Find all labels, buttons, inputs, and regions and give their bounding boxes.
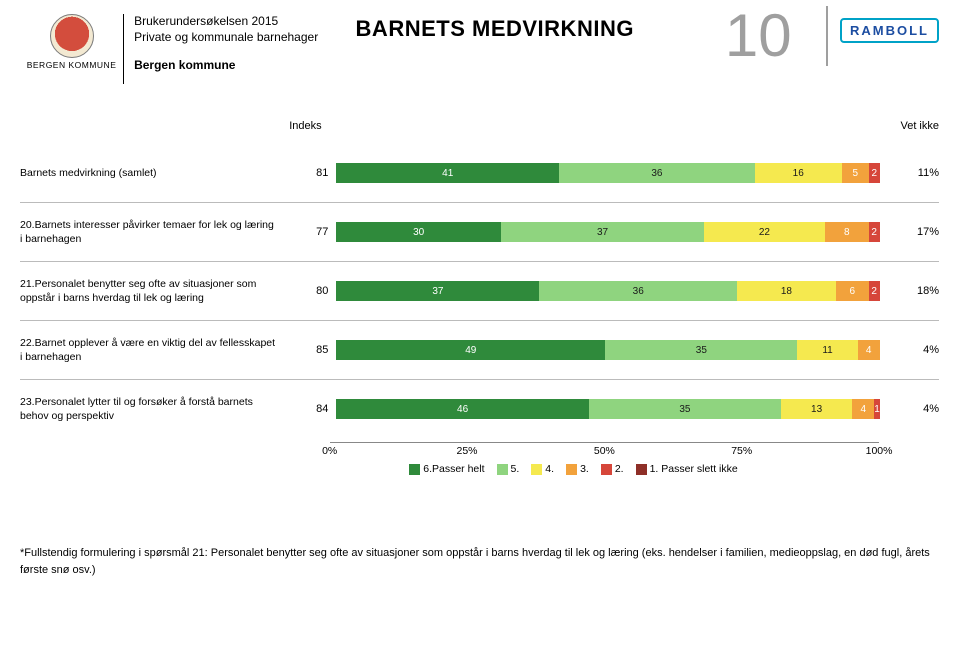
bar-segment: 46 [336,399,588,419]
row-index: 81 [289,167,337,179]
chart-row: 20.Barnets interesser påvirker temaer fo… [20,202,939,261]
x-axis: 0% 25% 50% 75% 100% [20,442,939,459]
bar-segment: 13 [781,399,852,419]
column-headers: Indeks Vet ikke [20,116,939,132]
row-label: 22.Barnet opplever å være en viktig del … [20,336,289,364]
stacked-bar-chart: Indeks Vet ikke Barnets medvirkning (sam… [20,116,939,475]
survey-subtitle: Private og kommunale barnehager [134,30,355,44]
chart-row: 22.Barnet opplever å være en viktig del … [20,320,939,379]
row-bar: 37361862 [336,281,879,301]
legend-swatch-icon [601,464,612,475]
ramboll-logo: RAMBOLL [840,18,939,43]
municipality: Bergen kommune [134,58,355,72]
row-vet-ikke: 11% [880,167,939,179]
bar-segment: 8 [825,222,869,242]
legend-item: 6.Passer helt [409,463,484,475]
chart-row: 23.Personalet lytter til og forsøker å f… [20,379,939,438]
row-label: Barnets medvirkning (samlet) [20,166,289,180]
page-header: BERGEN KOMMUNE Brukerundersøkelsen 2015 … [20,14,939,88]
bar-segment: 22 [704,222,825,242]
legend-item: 2. [601,463,624,475]
bar-segment: 18 [737,281,836,301]
survey-meta: Brukerundersøkelsen 2015 Private og komm… [123,14,355,84]
bar-segment: 16 [755,163,842,183]
legend-row: 6.Passer helt 5. 4. 3. 2. 1. Passer slett ikk… [20,463,939,475]
legend-item: 1. Passer slett ikke [636,463,738,475]
legend-swatch-icon [531,464,542,475]
chart-row: Barnets medvirkning (samlet)814136165211… [20,144,939,202]
axis-tick: 100% [866,445,893,457]
row-index: 77 [289,226,337,238]
legend-item: 3. [566,463,589,475]
row-bar: 30372282 [336,222,879,242]
legend-item: 4. [531,463,554,475]
row-label: 23.Personalet lytter til og forsøker å f… [20,395,289,423]
legend-swatch-icon [636,464,647,475]
bar-segment: 30 [336,222,501,242]
legend-label: 5. [511,463,520,475]
row-bar: 4935114 [336,340,879,360]
page-title: BARNETS MEDVIRKNING [356,14,671,42]
legend: 6.Passer helt 5. 4. 3. 2. 1. Passer slett ikk… [289,463,887,475]
axis-tick: 75% [731,445,752,457]
chart-rows: Barnets medvirkning (samlet)814136165211… [20,144,939,438]
bar-segment: 41 [336,163,559,183]
row-vet-ikke: 18% [880,285,939,297]
axis-tick: 50% [594,445,615,457]
bar-segment: 2 [869,163,880,183]
bar-segment: 1 [874,399,879,419]
legend-item: 5. [497,463,520,475]
axis-tick: 0% [322,445,337,457]
row-bar: 41361652 [336,163,879,183]
legend-label: 4. [545,463,554,475]
bar-segment: 35 [589,399,781,419]
bar-segment: 5 [842,163,869,183]
bar-segment: 11 [797,340,857,360]
row-vet-ikke: 4% [880,344,939,356]
legend-label: 1. Passer slett ikke [650,463,738,475]
bar-segment: 2 [869,222,880,242]
logo-label: BERGEN KOMMUNE [27,60,117,70]
bar-segment: 35 [605,340,797,360]
row-label: 20.Barnets interesser påvirker temaer fo… [20,218,289,246]
bar-segment: 49 [336,340,605,360]
survey-title: Brukerundersøkelsen 2015 [134,14,355,28]
bar-segment: 4 [858,340,880,360]
bar-segment: 37 [336,281,539,301]
row-vet-ikke: 4% [880,403,939,415]
left-logo: BERGEN KOMMUNE [20,14,123,70]
row-bar: 46351341 [336,399,879,419]
bergen-crest-icon [50,14,94,58]
row-index: 80 [289,285,337,297]
header-vet-ikke: Vet ikke [879,120,939,132]
bar-segment: 2 [869,281,880,301]
row-label: 21.Personalet benytter seg ofte av situa… [20,277,289,305]
bar-segment: 4 [852,399,874,419]
axis-tick: 25% [456,445,477,457]
legend-swatch-icon [566,464,577,475]
row-index: 85 [289,344,337,356]
header-indeks: Indeks [282,120,330,132]
bar-segment: 37 [501,222,704,242]
legend-swatch-icon [497,464,508,475]
page-number: 10 [711,6,828,66]
chart-row: 21.Personalet benytter seg ofte av situa… [20,261,939,320]
bar-segment: 36 [539,281,737,301]
row-index: 84 [289,403,337,415]
legend-label: 6.Passer helt [423,463,484,475]
legend-label: 2. [615,463,624,475]
legend-swatch-icon [409,464,420,475]
footnote: *Fullstendig formulering i spørsmål 21: … [20,545,939,578]
bar-segment: 6 [836,281,869,301]
row-vet-ikke: 17% [880,226,939,238]
legend-label: 3. [580,463,589,475]
bar-segment: 36 [559,163,755,183]
